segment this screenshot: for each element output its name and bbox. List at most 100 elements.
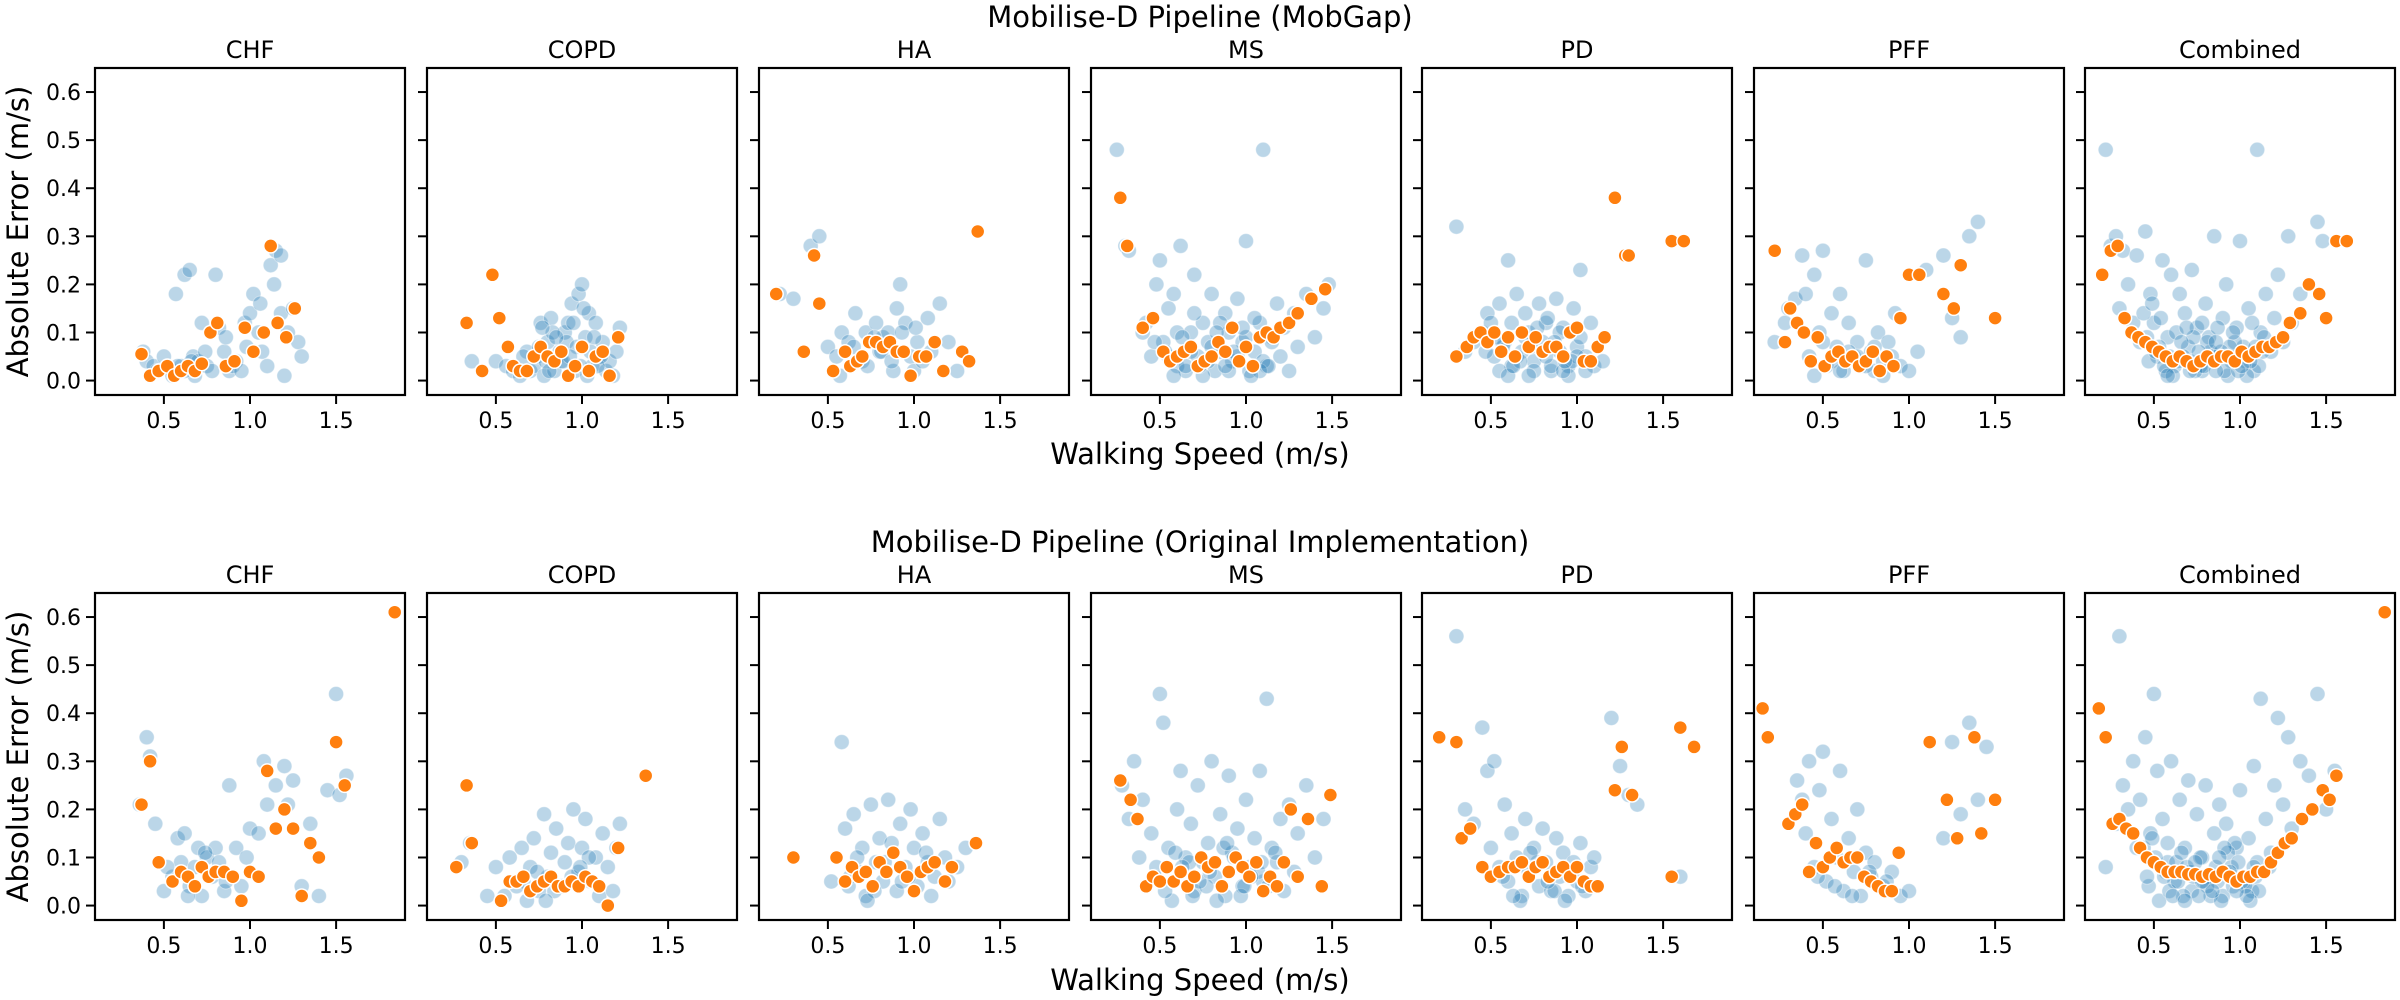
raw-point [2173,334,2190,351]
raw-point [2202,888,2219,904]
binned-mean-point [1152,873,1168,890]
binned-mean-point [225,868,241,885]
binned-mean-point [1663,868,1680,885]
raw-point [1572,262,1589,278]
raw-point [537,892,554,909]
raw-point [1556,892,1573,909]
binned-mean-point [1462,820,1478,837]
raw-point [2144,295,2161,312]
raw-point [2175,888,2192,904]
panel-combined: Combined 0.5 1.0 1.5 [2076,36,2397,434]
raw-point [1298,777,1315,794]
points [768,223,986,384]
binned-mean-point [2376,604,2393,620]
raw-point [2216,363,2233,379]
x-tick-label: 1.0 [897,409,932,434]
y-tick-label: 0.1 [46,846,81,871]
binned-mean-point [1159,859,1175,875]
raw-point [1263,839,1280,856]
binned-mean-point [2328,767,2345,784]
raw-point [2145,686,2162,702]
x-tick-label: 0.5 [146,934,181,959]
raw-point [176,825,193,842]
raw-point [2142,825,2159,842]
binned-mean-point [944,859,960,875]
x-tick-label: 0.5 [478,409,513,434]
binned-mean-point [1849,849,1866,866]
panel-title: MS [1228,561,1264,589]
x-tick-label: 1.0 [1892,934,1927,959]
row-original-implementation: Mobilise-D Pipeline (Original Implementa… [1,525,2397,997]
raw-point [1797,825,1814,842]
x-tick-label: 1.5 [1978,934,2013,959]
points [448,767,654,914]
raw-point [580,305,597,322]
binned-mean-point [519,363,535,379]
binned-mean-point [1777,334,1793,350]
raw-point [1160,839,1177,856]
x-tick-label: 1.5 [983,934,1018,959]
points [2091,604,2393,909]
raw-point [577,811,594,827]
y-axis-label: Absolute Error (m/s) [1,86,35,378]
binned-mean-point [1283,801,1299,818]
raw-point [276,367,293,384]
raw-point [586,329,603,346]
raw-point [594,825,611,842]
binned-mean-point [937,873,953,890]
panel-pd: PD 0.5 1.0 1.5 [1413,36,1734,434]
raw-point [2314,233,2331,250]
y-tick-label: 0.5 [46,654,81,679]
binned-mean-point [1207,854,1223,871]
x-tick-label: 0.5 [2136,934,2171,959]
binned-mean-point [256,324,272,341]
raw-point [1866,854,1883,871]
binned-mean-point [2301,276,2317,293]
raw-point [2244,314,2261,331]
raw-point [1281,363,1298,379]
x-tick-label: 1.0 [897,934,932,959]
raw-point [1548,290,1565,307]
x-axis-label: Walking Speed (m/s) [1050,437,1349,471]
raw-point [479,888,496,904]
binned-mean-point [1935,286,1952,302]
raw-point [2097,141,2114,158]
binned-mean-point [1172,864,1189,880]
raw-point [1883,863,1900,880]
binned-mean-point [336,777,353,794]
raw-point [2218,815,2235,832]
binned-mean-point [1987,310,2003,326]
raw-point [1165,286,1182,302]
binned-mean-point [458,777,475,794]
points [1754,700,2003,904]
raw-point [1203,286,1220,302]
raw-point [1486,753,1503,770]
binned-mean-point [1448,734,1465,750]
raw-point [1560,888,1577,904]
raw-point [2137,223,2154,240]
x-tick-label: 0.5 [478,934,513,959]
raw-point [2257,811,2274,827]
raw-point [1832,762,1849,779]
raw-point [197,844,214,861]
raw-point [565,314,582,331]
raw-point [1194,314,1211,331]
raw-point [252,295,269,312]
raw-point [525,830,542,847]
raw-point [1801,753,1818,770]
raw-point [1944,734,1961,751]
x-tick-label: 1.0 [565,934,600,959]
raw-point [228,839,245,856]
binned-mean-point [1946,300,1962,317]
x-tick-label: 0.5 [2136,409,2171,434]
raw-point [1844,888,1861,904]
raw-point [1525,363,1542,379]
raw-point [1961,228,1978,245]
raw-point [1603,710,1620,726]
raw-point [1457,801,1474,818]
x-tick-label: 1.0 [2223,409,2258,434]
raw-point [1823,305,1840,322]
y-tick-label: 0.0 [46,370,81,395]
raw-point [2125,753,2142,770]
panel-ms: MS 0.5 1.0 1.5 [1082,36,1403,434]
